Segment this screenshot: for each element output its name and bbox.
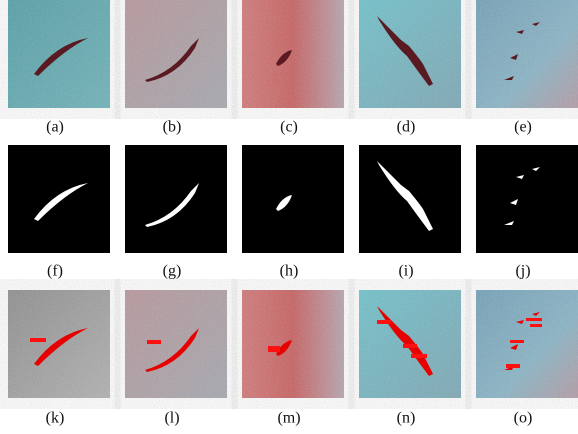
panel-image xyxy=(8,290,110,398)
panel-label: (d) xyxy=(397,119,416,136)
panel-label: (m) xyxy=(277,410,300,427)
panel-label: (j) xyxy=(515,263,530,280)
detection-box xyxy=(526,318,542,321)
detection-box xyxy=(510,340,524,343)
panel-label: (n) xyxy=(397,410,416,427)
panel-label: (i) xyxy=(398,263,413,280)
panel-image xyxy=(125,0,227,108)
panel-label: (e) xyxy=(514,119,532,136)
panel-image xyxy=(242,145,344,253)
panel-image xyxy=(8,145,110,253)
panel-image xyxy=(8,0,110,108)
detection-box xyxy=(268,346,280,352)
panel-image xyxy=(242,290,344,398)
sar-texture xyxy=(242,0,344,108)
sar-texture xyxy=(476,0,578,108)
panel-label: (g) xyxy=(163,263,182,280)
sar-texture xyxy=(125,290,227,398)
detection-box xyxy=(403,344,417,348)
mask-background xyxy=(242,145,344,253)
mask-background xyxy=(125,145,227,253)
sar-texture xyxy=(242,290,344,398)
detection-box xyxy=(377,320,391,324)
panel-image xyxy=(359,145,461,253)
panel-image xyxy=(359,0,461,108)
panel-label: (f) xyxy=(47,263,63,280)
panel-image xyxy=(476,145,578,253)
detection-box xyxy=(147,340,161,344)
panel-image xyxy=(242,0,344,108)
panel-label: (k) xyxy=(46,410,65,427)
sar-texture xyxy=(476,290,578,398)
panel-image xyxy=(125,290,227,398)
figure-grid: (a) (b) (c) (d) (e) (f) (g) (h) (i) (j) (k) (l) (m) (… xyxy=(0,0,578,434)
panel-image xyxy=(359,290,461,398)
panel-image xyxy=(125,145,227,253)
panel-label: (c) xyxy=(280,119,298,136)
panel-label: (a) xyxy=(46,119,64,136)
detection-box xyxy=(530,324,542,327)
panel-image xyxy=(476,0,578,108)
panel-label: (h) xyxy=(280,263,299,280)
mask-background xyxy=(476,145,578,253)
panel-label: (b) xyxy=(163,119,182,136)
detection-box xyxy=(506,364,520,368)
sar-texture xyxy=(125,0,227,108)
panel-label: (o) xyxy=(514,410,533,427)
panel-label: (l) xyxy=(164,410,179,427)
detection-box xyxy=(30,338,46,342)
detection-box xyxy=(411,354,427,358)
panel-image xyxy=(476,290,578,398)
